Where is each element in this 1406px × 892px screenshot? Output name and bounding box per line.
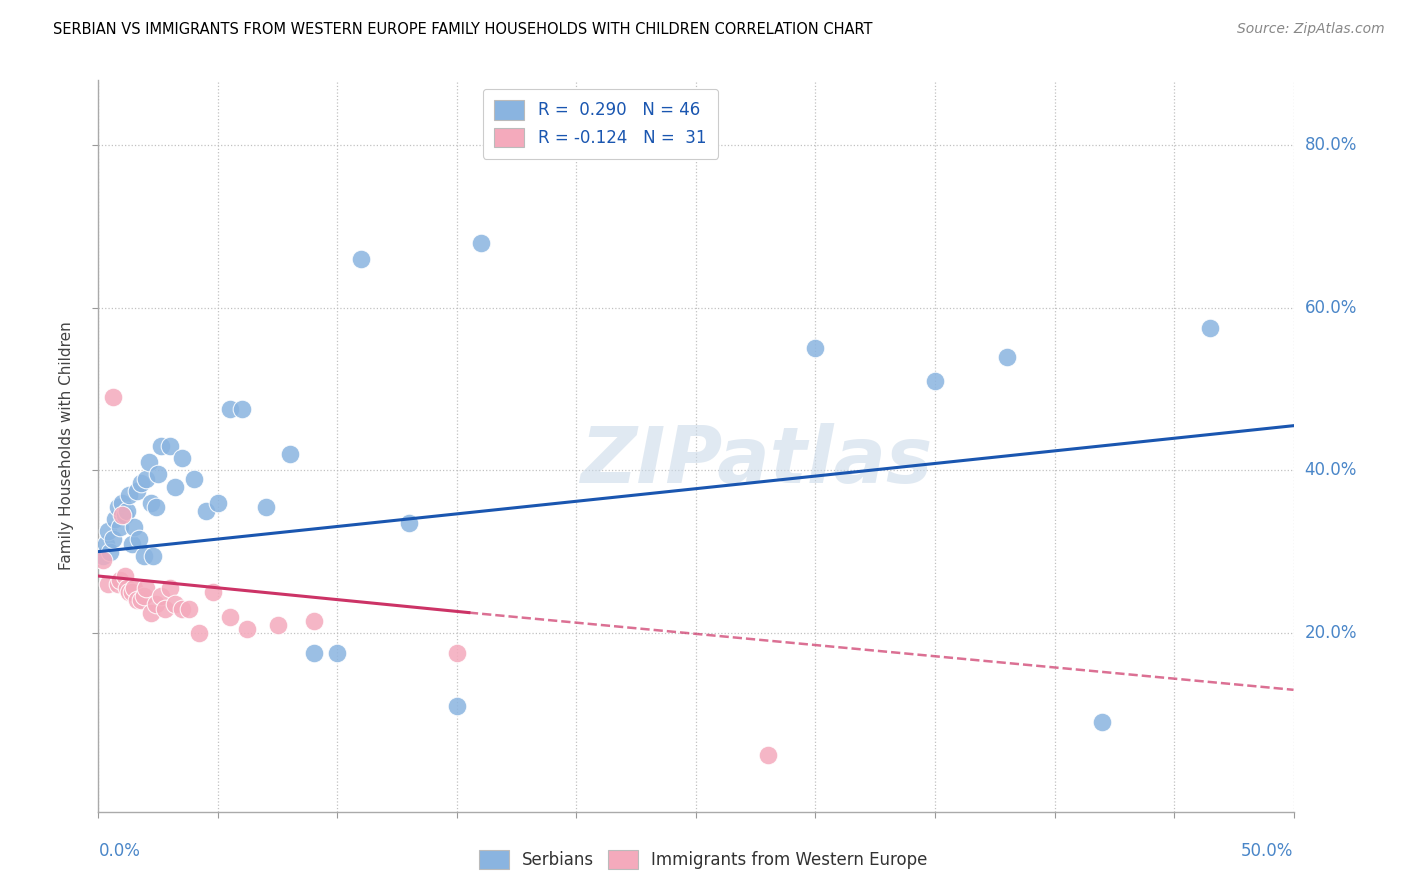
Point [267, 617, 290, 632]
Point [231, 402, 253, 417]
Point [172, 601, 194, 615]
Point [108, 573, 131, 587]
Point [148, 467, 170, 482]
Point [135, 581, 157, 595]
Point [159, 581, 181, 595]
Point [278, 447, 301, 461]
Point [1091, 715, 1114, 730]
Point [145, 598, 167, 612]
Point [118, 585, 141, 599]
Point [398, 516, 420, 531]
Point [756, 747, 779, 762]
Point [124, 520, 146, 534]
Point [114, 569, 136, 583]
Point [195, 504, 218, 518]
Point [94, 536, 117, 550]
Legend: Serbians, Immigrants from Western Europe: Serbians, Immigrants from Western Europe [468, 840, 938, 880]
Point [111, 508, 134, 522]
Point [163, 480, 186, 494]
Point [202, 585, 225, 599]
Point [155, 601, 177, 615]
Point [125, 483, 148, 498]
Point [131, 593, 153, 607]
Point [446, 699, 468, 714]
Point [159, 439, 181, 453]
Point [98, 544, 122, 558]
Point [135, 471, 157, 485]
Text: 60.0%: 60.0% [1305, 299, 1357, 317]
Point [924, 374, 946, 388]
Point [91, 553, 114, 567]
Point [111, 496, 134, 510]
Point [132, 590, 155, 604]
Point [107, 500, 129, 514]
Point [302, 646, 325, 660]
Point [108, 520, 131, 534]
Point [91, 549, 114, 563]
Point [125, 593, 148, 607]
Point [163, 598, 186, 612]
Point [97, 524, 120, 539]
Point [101, 533, 124, 547]
Y-axis label: Family Households with Children: Family Households with Children [59, 322, 75, 570]
Point [804, 342, 827, 356]
Point [183, 471, 205, 485]
Point [470, 235, 492, 250]
Point [446, 646, 468, 660]
Text: 50.0%: 50.0% [1241, 842, 1294, 860]
Point [172, 451, 194, 466]
Point [145, 500, 167, 514]
Point [187, 626, 209, 640]
Point [235, 622, 257, 636]
Point [115, 581, 138, 595]
Point [350, 252, 373, 266]
Text: SERBIAN VS IMMIGRANTS FROM WESTERN EUROPE FAMILY HOUSEHOLDS WITH CHILDREN CORREL: SERBIAN VS IMMIGRANTS FROM WESTERN EUROP… [53, 22, 873, 37]
Point [97, 577, 120, 591]
Point [302, 614, 325, 628]
Point [107, 577, 129, 591]
Text: 20.0%: 20.0% [1305, 624, 1357, 642]
Text: 0.0%: 0.0% [98, 842, 141, 860]
Point [142, 549, 165, 563]
Point [207, 496, 229, 510]
Legend: R =  0.290   N = 46, R = -0.124   N =  31: R = 0.290 N = 46, R = -0.124 N = 31 [482, 88, 718, 159]
Point [118, 488, 141, 502]
Point [326, 646, 349, 660]
Point [121, 536, 143, 550]
Text: ZIPatlas: ZIPatlas [579, 423, 932, 499]
Point [138, 455, 160, 469]
Point [132, 549, 155, 563]
Point [149, 439, 172, 453]
Text: Source: ZipAtlas.com: Source: ZipAtlas.com [1237, 22, 1385, 37]
Point [101, 390, 124, 404]
Point [219, 402, 242, 417]
Point [115, 504, 138, 518]
Point [121, 585, 143, 599]
Text: 80.0%: 80.0% [1305, 136, 1357, 154]
Point [139, 606, 162, 620]
Point [149, 590, 172, 604]
Point [995, 350, 1018, 364]
Point [128, 533, 150, 547]
Text: 40.0%: 40.0% [1305, 461, 1357, 479]
Point [114, 508, 136, 522]
Point [219, 609, 242, 624]
Point [179, 601, 201, 615]
Point [254, 500, 277, 514]
Point [1199, 321, 1222, 335]
Point [139, 496, 162, 510]
Point [131, 475, 153, 490]
Point [104, 512, 127, 526]
Point [124, 581, 146, 595]
